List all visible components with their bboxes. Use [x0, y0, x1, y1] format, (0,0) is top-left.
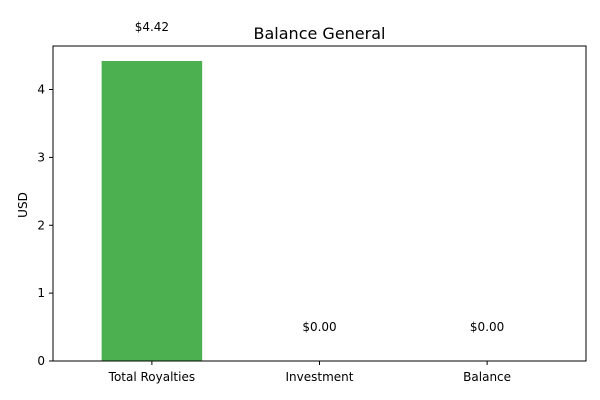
y-tick-label: 2 — [37, 218, 45, 232]
data-label: $0.00 — [470, 320, 504, 334]
plot-area-frame — [52, 45, 587, 362]
y-ticks-layer: 0 1 2 3 4 — [37, 83, 53, 368]
data-label: $0.00 — [302, 320, 336, 334]
y-axis-label: USD — [16, 192, 30, 218]
x-tick-label: Investment — [286, 370, 354, 384]
x-ticks-layer: Total Royalties Investment Balance — [108, 361, 511, 384]
y-tick-label: 4 — [37, 83, 45, 97]
x-tick-label: Total Royalties — [108, 370, 195, 384]
data-labels-layer: $4.42 $0.00 $0.00 — [135, 20, 505, 334]
x-tick-label: Balance — [463, 370, 511, 384]
bar-total-royalties — [101, 61, 203, 361]
y-tick-label: 1 — [37, 286, 45, 300]
y-tick-label: 3 — [37, 150, 45, 164]
data-label: $4.42 — [135, 20, 169, 34]
chart-title: Balance General — [254, 24, 386, 43]
bars-layer — [101, 61, 203, 361]
y-tick-label: 0 — [37, 354, 45, 368]
